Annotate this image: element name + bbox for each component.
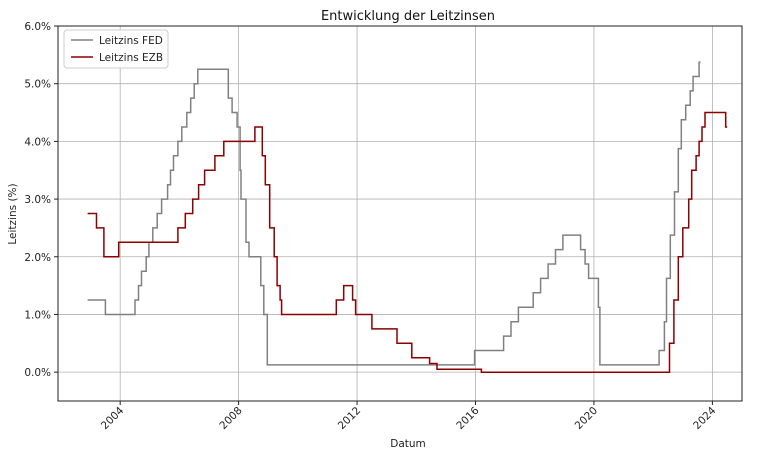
y-tick-label: 1.0% <box>24 309 51 321</box>
legend: Leitzins FED Leitzins EZB <box>63 29 169 69</box>
y-tick-label: 3.0% <box>24 194 51 206</box>
legend-label-ezb: Leitzins EZB <box>99 52 163 64</box>
y-tick-label: 0.0% <box>24 367 51 379</box>
y-axis-label: Leitzins (%) <box>7 183 19 244</box>
plot-frame <box>57 25 743 402</box>
x-tick-label: 2016 <box>454 404 482 432</box>
y-tick-label: 6.0% <box>24 21 51 33</box>
chart-title: Entwicklung der Leitzinsen <box>321 9 495 24</box>
series-layer <box>87 61 728 373</box>
x-tick-label: 2004 <box>99 404 127 432</box>
series-line-fed <box>87 61 701 366</box>
x-axis-ticks: 2004 2008 2012 2016 2020 2024 <box>99 401 719 432</box>
y-axis-ticks: 0.0% 1.0% 2.0% 3.0% 4.0% 5.0% 6.0% <box>24 21 58 379</box>
x-axis-label: Datum <box>390 438 426 450</box>
x-tick-label: 2012 <box>336 405 363 432</box>
y-tick-label: 4.0% <box>24 136 51 148</box>
x-tick-label: 2024 <box>691 404 719 432</box>
y-tick-label: 5.0% <box>24 79 51 91</box>
y-tick-label: 2.0% <box>24 252 51 264</box>
x-tick-label: 2020 <box>573 405 600 432</box>
legend-label-fed: Leitzins FED <box>99 35 163 47</box>
x-tick-label: 2008 <box>217 405 244 432</box>
series-line-ezb <box>87 111 728 373</box>
